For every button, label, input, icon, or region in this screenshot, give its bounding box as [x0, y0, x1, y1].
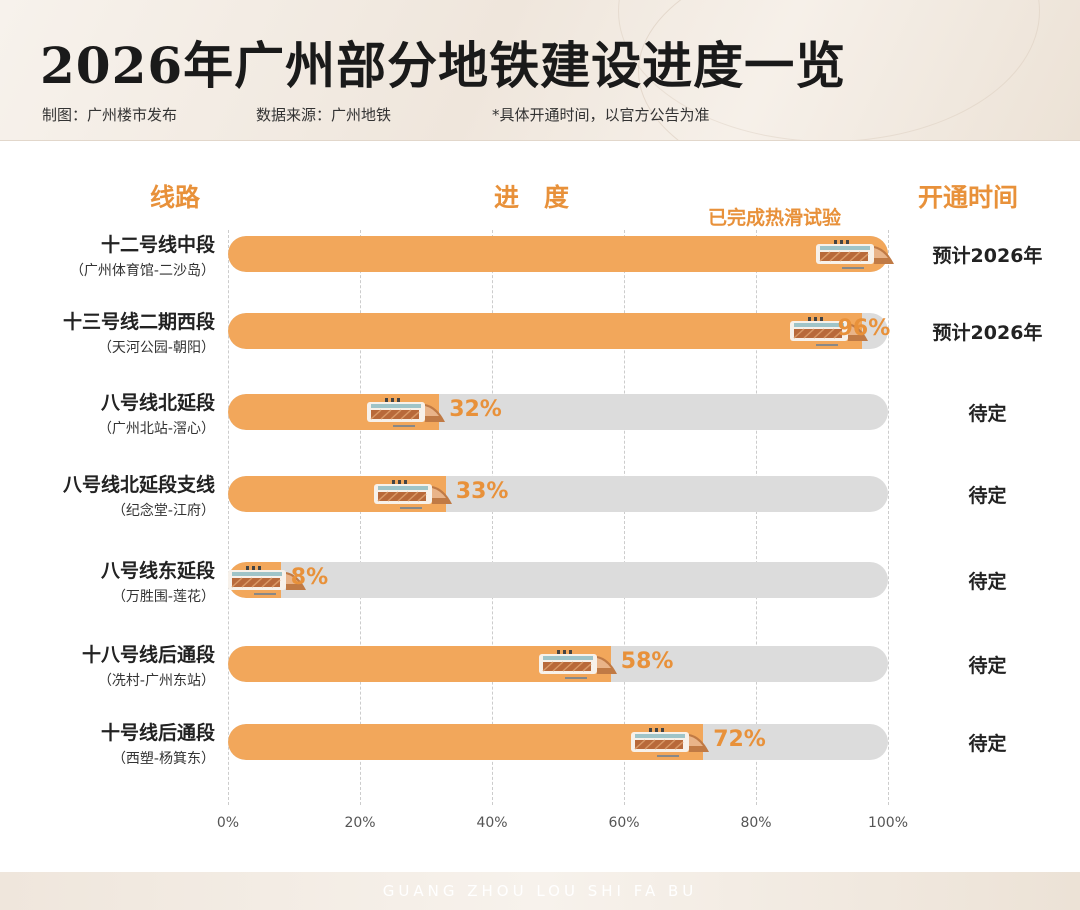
x-gridline — [360, 230, 361, 805]
x-gridline — [888, 230, 889, 805]
progress-label: 33% — [455, 479, 509, 504]
train-icon — [538, 644, 619, 684]
row-line-name: 八号线东延段 — [100, 560, 215, 582]
decorative-swirl — [638, 0, 1080, 140]
row-line-name: 八号线北延段支线 — [62, 474, 215, 496]
open-time: 待定 — [968, 733, 1007, 755]
progress-track — [228, 562, 888, 598]
row-line-segment: （天河公园-朝阳） — [97, 340, 215, 356]
progress-track — [228, 724, 888, 760]
open-time: 待定 — [968, 403, 1007, 425]
hot-slide-test-annotation: 已完成热滑试验 — [708, 207, 842, 229]
x-gridline — [756, 230, 757, 805]
row-line-segment: （广州北站-滘心） — [97, 421, 215, 437]
row-line-name: 十二号线中段 — [100, 234, 215, 256]
data-source: 数据来源：广州地铁 — [256, 106, 392, 124]
x-tick-label: 80% — [740, 815, 772, 831]
open-time: 待定 — [968, 655, 1007, 677]
column-header-line: 线路 — [150, 183, 201, 212]
x-gridline — [228, 230, 229, 805]
footer-banner: GUANG ZHOU LOU SHI FA BU — [0, 872, 1080, 910]
progress-track — [228, 394, 888, 430]
x-tick-label: 60% — [608, 815, 640, 831]
progress-label: 72% — [713, 727, 766, 752]
train-icon — [367, 392, 447, 432]
progress-bar — [228, 724, 704, 760]
row-line-segment: （冼村-广州东站） — [97, 673, 215, 689]
train-icon — [789, 311, 870, 351]
x-tick-label: 40% — [476, 815, 508, 831]
row-line-segment: （纪念堂-江府） — [111, 503, 215, 519]
row-line-name: 十三号线二期西段 — [62, 311, 215, 333]
row-line-name: 八号线北延段 — [100, 392, 215, 414]
row-line-segment: （西塑-杨箕东） — [111, 751, 215, 767]
row-line-segment: （万胜围-莲花） — [111, 589, 215, 605]
x-gridline — [492, 230, 493, 805]
row-line-name: 十八号线后通段 — [81, 644, 215, 666]
made-by-credit: 制图：广州楼市发布 — [42, 106, 178, 124]
open-time: 待定 — [968, 571, 1007, 593]
progress-track — [228, 236, 888, 272]
progress-bar — [228, 236, 888, 272]
x-tick-label: 100% — [867, 815, 909, 831]
open-time: 预计2026年 — [932, 322, 1043, 344]
progress-label: 96% — [837, 316, 891, 341]
header-banner: 2026年广州部分地铁建设进度一览 制图：广州楼市发布 数据来源：广州地铁 *具… — [0, 0, 1080, 141]
x-tick-label: 20% — [344, 815, 376, 831]
progress-track — [228, 476, 888, 512]
disclaimer-note: *具体开通时间，以官方公告为准 — [492, 106, 710, 124]
progress-label: 58% — [620, 649, 674, 674]
open-time: 待定 — [968, 485, 1007, 507]
train-icon — [816, 234, 896, 274]
train-icon — [228, 560, 308, 600]
progress-track — [228, 313, 888, 349]
progress-bar — [228, 313, 862, 349]
page-title: 2026年广州部分地铁建设进度一览 — [40, 36, 847, 95]
row-line-name: 十号线后通段 — [100, 722, 215, 744]
footer-text: GUANG ZHOU LOU SHI FA BU — [382, 882, 698, 900]
progress-label: 32% — [449, 397, 502, 422]
column-header-progress: 进 度 — [494, 183, 570, 212]
x-gridline — [624, 230, 625, 805]
column-header-open-time: 开通时间 — [918, 183, 1019, 212]
train-icon — [631, 722, 711, 762]
progress-label: 8% — [290, 565, 329, 590]
row-line-segment: （广州体育馆-二沙岛） — [69, 263, 215, 279]
open-time: 预计2026年 — [932, 245, 1043, 267]
train-icon — [373, 474, 454, 514]
x-tick-label: 0% — [216, 815, 240, 831]
